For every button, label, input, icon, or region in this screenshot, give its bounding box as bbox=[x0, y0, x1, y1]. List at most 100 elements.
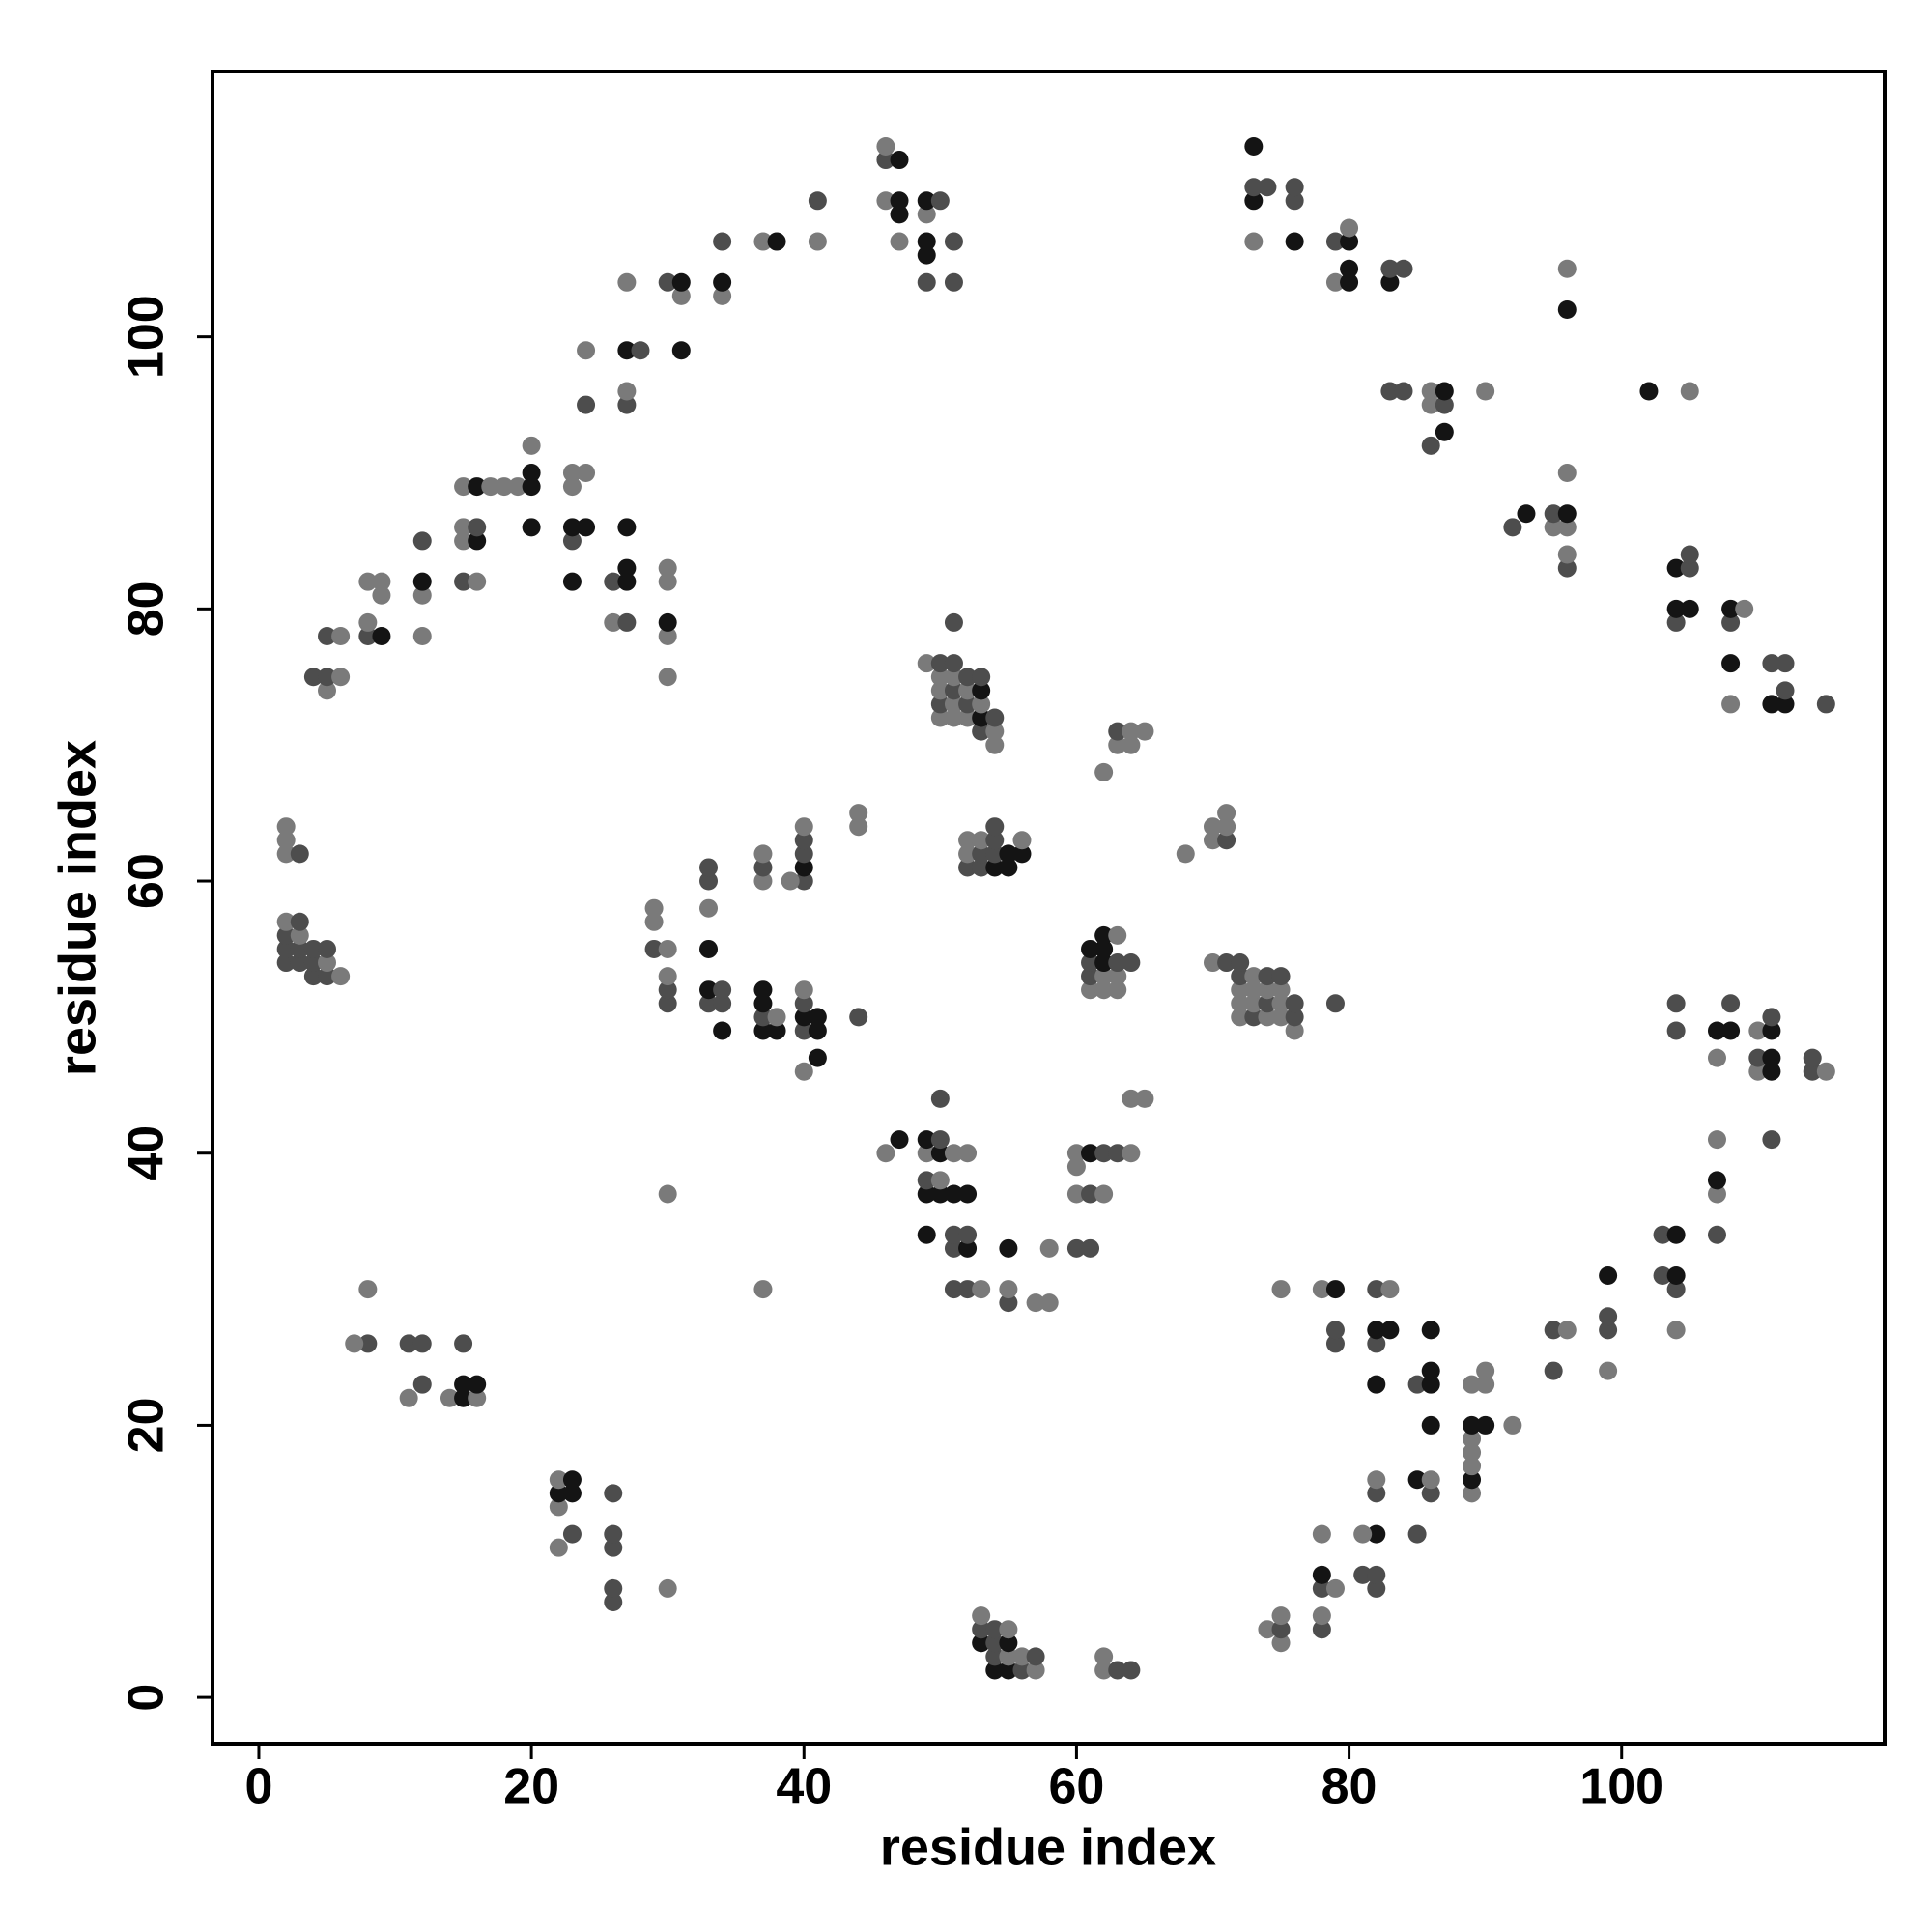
point bbox=[999, 1238, 1018, 1258]
point bbox=[753, 871, 773, 891]
point bbox=[1707, 1048, 1726, 1067]
point bbox=[1557, 463, 1577, 482]
point bbox=[495, 477, 514, 497]
point bbox=[412, 585, 432, 605]
point bbox=[1762, 695, 1781, 714]
point bbox=[781, 871, 800, 891]
point bbox=[890, 205, 909, 224]
point bbox=[1231, 1008, 1250, 1027]
point bbox=[1066, 1184, 1086, 1204]
point bbox=[699, 994, 719, 1013]
point bbox=[631, 341, 650, 360]
point bbox=[1012, 1661, 1032, 1680]
point bbox=[412, 572, 432, 591]
point bbox=[1421, 436, 1440, 455]
point bbox=[1680, 558, 1699, 578]
point bbox=[1776, 681, 1795, 700]
point bbox=[713, 980, 732, 1000]
point bbox=[1094, 980, 1114, 1000]
point bbox=[1421, 1375, 1440, 1394]
point bbox=[1285, 1008, 1304, 1027]
point bbox=[972, 831, 991, 850]
point bbox=[1244, 980, 1264, 1000]
point bbox=[1394, 259, 1413, 278]
point bbox=[958, 668, 978, 687]
point bbox=[1776, 654, 1795, 673]
point bbox=[658, 612, 677, 632]
point bbox=[1666, 994, 1686, 1013]
point bbox=[1721, 612, 1741, 632]
point bbox=[372, 572, 391, 591]
y-tick-label: 20 bbox=[119, 1397, 175, 1453]
point bbox=[1557, 518, 1577, 537]
point bbox=[1231, 967, 1250, 986]
point bbox=[1203, 817, 1222, 837]
point bbox=[399, 1334, 418, 1353]
point bbox=[331, 967, 351, 986]
point bbox=[767, 1021, 786, 1040]
point bbox=[276, 953, 296, 973]
point bbox=[1135, 722, 1154, 741]
point bbox=[1094, 1647, 1114, 1666]
point bbox=[1325, 1280, 1345, 1299]
point bbox=[1762, 654, 1781, 673]
point bbox=[358, 612, 378, 632]
point bbox=[985, 735, 1005, 754]
point bbox=[1325, 272, 1345, 292]
point bbox=[290, 912, 309, 931]
point bbox=[1557, 299, 1577, 319]
point bbox=[1653, 1225, 1672, 1244]
point bbox=[985, 858, 1005, 877]
point bbox=[1463, 1430, 1482, 1449]
point bbox=[1544, 1361, 1563, 1380]
point bbox=[1476, 1415, 1495, 1435]
point bbox=[290, 925, 309, 945]
point bbox=[358, 572, 378, 591]
point bbox=[1639, 382, 1659, 401]
point bbox=[1108, 953, 1127, 973]
point bbox=[1421, 1321, 1440, 1340]
point bbox=[1258, 1008, 1277, 1027]
point bbox=[617, 272, 637, 292]
point bbox=[890, 232, 909, 251]
point bbox=[454, 572, 473, 591]
point bbox=[1380, 272, 1400, 292]
point bbox=[1176, 844, 1195, 864]
point bbox=[1122, 722, 1141, 741]
point bbox=[604, 1578, 623, 1598]
point bbox=[358, 627, 378, 646]
point bbox=[794, 871, 813, 891]
point bbox=[794, 831, 813, 850]
point bbox=[1599, 1265, 1618, 1285]
point bbox=[1748, 1021, 1768, 1040]
point bbox=[1762, 1008, 1781, 1027]
point bbox=[577, 395, 596, 414]
point bbox=[1122, 1144, 1141, 1163]
point bbox=[753, 844, 773, 864]
point bbox=[412, 1375, 432, 1394]
point bbox=[1367, 1484, 1386, 1503]
point bbox=[1407, 1470, 1427, 1490]
point bbox=[1762, 1021, 1781, 1040]
point bbox=[972, 695, 991, 714]
point bbox=[290, 844, 309, 864]
point bbox=[985, 1634, 1005, 1653]
point bbox=[930, 1130, 950, 1150]
point bbox=[1312, 1606, 1331, 1626]
point bbox=[1081, 953, 1100, 973]
point bbox=[944, 612, 963, 632]
point bbox=[412, 627, 432, 646]
point bbox=[617, 382, 637, 401]
point bbox=[468, 572, 487, 591]
point bbox=[1653, 1265, 1672, 1285]
point bbox=[1599, 1321, 1618, 1340]
point bbox=[1353, 1524, 1373, 1544]
point bbox=[1435, 422, 1454, 441]
point bbox=[753, 980, 773, 1000]
point bbox=[276, 912, 296, 931]
point bbox=[1081, 939, 1100, 958]
point bbox=[985, 1647, 1005, 1666]
point bbox=[549, 1484, 568, 1503]
point bbox=[1435, 395, 1454, 414]
x-tick-label: 40 bbox=[776, 1759, 832, 1815]
